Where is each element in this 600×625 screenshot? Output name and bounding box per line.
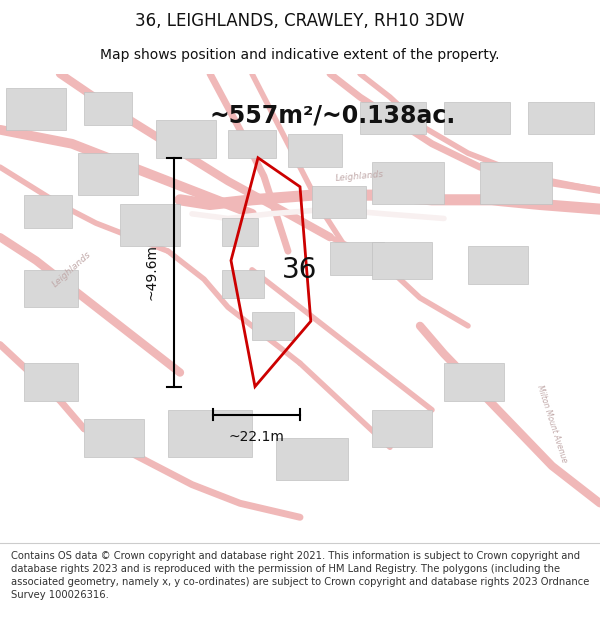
Polygon shape <box>360 102 426 134</box>
Polygon shape <box>222 270 264 298</box>
Text: ~22.1m: ~22.1m <box>229 430 284 444</box>
Polygon shape <box>78 153 138 195</box>
Polygon shape <box>444 102 510 134</box>
Polygon shape <box>228 130 276 158</box>
Polygon shape <box>288 134 342 167</box>
Polygon shape <box>312 186 366 219</box>
Polygon shape <box>444 363 504 401</box>
Polygon shape <box>372 162 444 204</box>
Polygon shape <box>6 88 66 130</box>
Polygon shape <box>276 438 348 480</box>
Polygon shape <box>24 195 72 228</box>
Text: Leighlands: Leighlands <box>335 170 385 183</box>
Text: Map shows position and indicative extent of the property.: Map shows position and indicative extent… <box>100 48 500 62</box>
Text: ~557m²/~0.138ac.: ~557m²/~0.138ac. <box>210 104 456 127</box>
Polygon shape <box>528 102 594 134</box>
Polygon shape <box>156 121 216 158</box>
Polygon shape <box>24 270 78 307</box>
Polygon shape <box>168 410 252 457</box>
Polygon shape <box>252 312 294 340</box>
Polygon shape <box>84 92 132 125</box>
Polygon shape <box>222 219 258 246</box>
Text: Milton Mount Avenue: Milton Mount Avenue <box>535 384 569 464</box>
Polygon shape <box>330 242 384 274</box>
Text: 36, LEIGHLANDS, CRAWLEY, RH10 3DW: 36, LEIGHLANDS, CRAWLEY, RH10 3DW <box>135 12 465 29</box>
Polygon shape <box>24 363 78 401</box>
Polygon shape <box>84 419 144 457</box>
Text: Leighlands: Leighlands <box>51 250 93 289</box>
Polygon shape <box>372 242 432 279</box>
Polygon shape <box>120 204 180 246</box>
Text: Contains OS data © Crown copyright and database right 2021. This information is : Contains OS data © Crown copyright and d… <box>11 551 589 601</box>
Polygon shape <box>468 246 528 284</box>
Polygon shape <box>480 162 552 204</box>
Polygon shape <box>372 410 432 447</box>
Text: ~49.6m: ~49.6m <box>144 244 158 300</box>
Text: 36: 36 <box>283 256 317 284</box>
